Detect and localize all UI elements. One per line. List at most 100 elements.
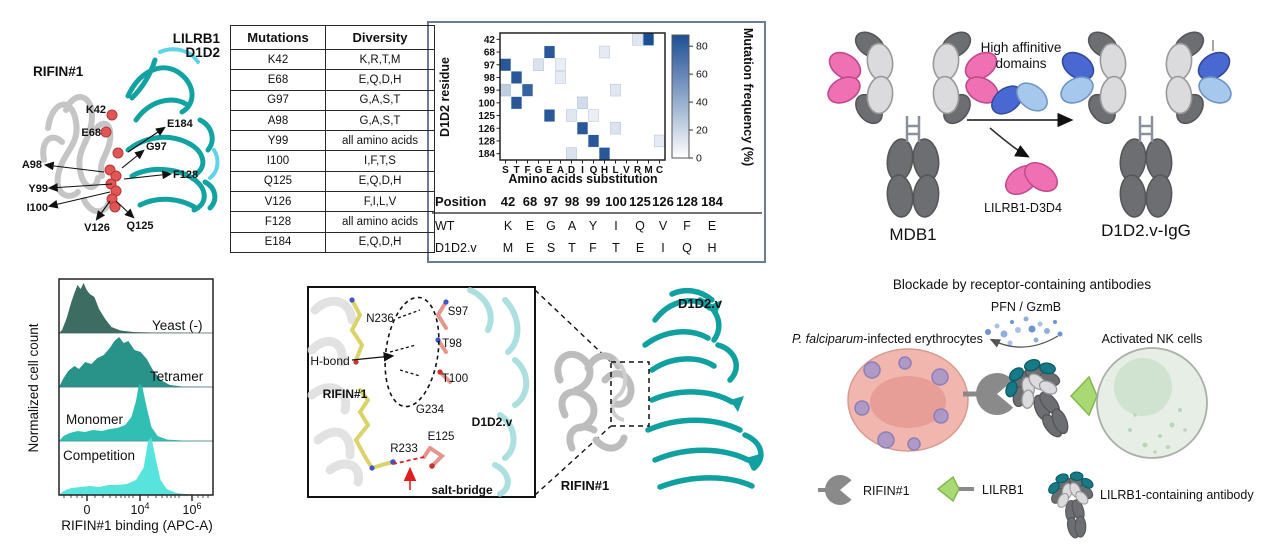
heatmap-cell xyxy=(654,134,665,148)
heatmap-cell xyxy=(610,83,621,97)
heatmap-xtick-label: V xyxy=(623,165,630,176)
variant-cell: V xyxy=(659,219,668,233)
variant-cell: Y xyxy=(589,219,598,233)
interface-residue-label: G234 xyxy=(416,404,445,416)
nk-granule xyxy=(1128,428,1132,432)
legend-antibody-icon xyxy=(1044,468,1103,543)
heatmap-cell xyxy=(643,33,654,46)
high-affinity-label-2: domains xyxy=(995,56,1046,71)
colorbar-ticks: 0 20 40 60 80 xyxy=(689,41,708,165)
variant-cell: I xyxy=(614,219,617,233)
nk-granule xyxy=(1169,422,1175,428)
interface-labels: N236 S97 T98 T100 G234 R233 E125 xyxy=(366,306,468,455)
heatmap-cell xyxy=(511,71,522,84)
heatmap-ytick-label: 99 xyxy=(484,86,496,97)
igg-label: D1D2.v-IgG xyxy=(1101,221,1191,240)
variant-position-value: 97 xyxy=(544,194,558,209)
heatmap-cell xyxy=(599,147,610,160)
complex-d1d2-ribbon xyxy=(642,287,764,490)
mutations-cell: E184 xyxy=(230,231,326,253)
residue-sphere xyxy=(106,109,118,121)
variant-cell: E xyxy=(708,219,716,233)
parasite-spot xyxy=(877,431,895,449)
residue-label: G97 xyxy=(146,141,167,153)
heatmap-ytick-label: 100 xyxy=(478,98,495,109)
mutations-row: K42 K,R,T,M xyxy=(230,48,435,71)
schematic-title: Blockade by receptor-containing antibodi… xyxy=(893,277,1151,292)
legend-rifin-icon xyxy=(824,474,852,505)
mutations-table: Mutations Diversity K42 K,R,T,M E68 E,Q,D,H… xyxy=(230,25,435,253)
granule-dot xyxy=(1053,320,1057,324)
antibody-panel: High affinitive domains LILRB1-D3D4 MDB1… xyxy=(827,31,1232,244)
variant-cell: E xyxy=(526,241,534,255)
mutations-cell: K,R,T,M xyxy=(325,48,435,71)
mutations-header: Mutations xyxy=(230,25,326,50)
granule-dot xyxy=(1010,320,1014,324)
colorbar-tick-label: 40 xyxy=(696,97,708,109)
heatmap-cell xyxy=(588,109,599,122)
variant-cell: S xyxy=(547,241,555,255)
mutations-cell: all amino acids xyxy=(325,211,435,233)
nk-granule xyxy=(1133,413,1137,417)
complex-rifin-ribbon xyxy=(554,350,635,452)
variant-cell: G xyxy=(546,219,556,233)
mutations-cell: F,I,L,V xyxy=(325,191,435,213)
lilrb1-label: LILRB1 xyxy=(173,31,221,46)
mdb1-antibody xyxy=(827,31,999,218)
mutations-cell: all amino acids xyxy=(325,130,435,152)
heatmap-cell xyxy=(599,45,610,59)
igg-domain xyxy=(1099,75,1127,115)
lilrb1-ribbon xyxy=(125,57,218,213)
variant-cell: M xyxy=(503,241,513,255)
variant-position-value: 100 xyxy=(605,194,627,209)
mutations-row: E184 E,Q,D,H xyxy=(230,231,435,253)
igg-domain xyxy=(1165,75,1193,115)
mutations-row: F128 all amino acids xyxy=(230,211,435,233)
variant-position-label: Position xyxy=(435,194,486,209)
atom-tips xyxy=(349,297,449,471)
variant-cell: Q xyxy=(682,241,692,255)
heatmap-cell xyxy=(522,83,533,97)
interface-residue-label: E125 xyxy=(428,431,455,443)
mutations-cell: I,F,T,S xyxy=(325,150,435,172)
variant-row-label: D1D2.v xyxy=(435,241,477,255)
heatmap-cell xyxy=(544,45,555,59)
heatmap-cell xyxy=(566,109,577,122)
mutations-row: A98 G,A,S,T xyxy=(230,109,435,132)
flow-histogram xyxy=(59,283,213,333)
flow-xtick-label: 106 xyxy=(183,501,202,517)
complex-loop xyxy=(610,358,628,422)
igg-domain xyxy=(1061,51,1095,81)
residue-label: Q125 xyxy=(127,220,154,232)
residue-sphere xyxy=(112,147,124,159)
igg-domain xyxy=(1198,76,1232,104)
hbond-arrow xyxy=(351,352,395,362)
d1d2-label: D1D2 xyxy=(185,45,220,60)
mutations-table-body: K42 K,R,T,M E68 E,Q,D,H G97 G,A,S,T A98 G,A,S,T… xyxy=(230,48,435,253)
heatmap-cell xyxy=(610,122,621,135)
heatmap-ytick-label: 97 xyxy=(484,60,496,71)
variant-row-label: WT xyxy=(435,219,455,233)
granule-dot xyxy=(1033,337,1039,343)
granule-dot xyxy=(1000,330,1008,338)
heatmap-ylabel: D1D2 residue xyxy=(438,57,452,137)
heatmap-xlabel: Amino acids substitution xyxy=(508,172,657,186)
residue-arrows xyxy=(43,126,173,221)
mutations-cell: F128 xyxy=(230,211,326,233)
d3d4-label: LILRB1-D3D4 xyxy=(984,201,1062,215)
flow-xtick-label: 104 xyxy=(131,501,150,517)
igg-domain xyxy=(1119,174,1147,218)
flow-panel: Yeast (-) Tetramer Monomer Competition 0 104 1… xyxy=(26,278,214,533)
parasite-spot xyxy=(854,400,870,416)
salt-bridge-label: salt-bridge xyxy=(431,483,493,497)
nk-label: Activated NK cells xyxy=(1102,332,1203,346)
variant-position-value: 68 xyxy=(523,194,537,209)
granule-dot xyxy=(985,329,991,335)
heatmap-xtick-label: R xyxy=(634,165,642,176)
variant-position-value: 184 xyxy=(701,194,723,209)
heatmap-xtick-label: Q xyxy=(590,165,598,176)
hbond-ellipse xyxy=(384,296,440,408)
variant-position-value: 125 xyxy=(629,194,651,209)
mutations-cell: E,Q,D,H xyxy=(325,170,435,193)
heatmap-cells xyxy=(500,33,665,160)
